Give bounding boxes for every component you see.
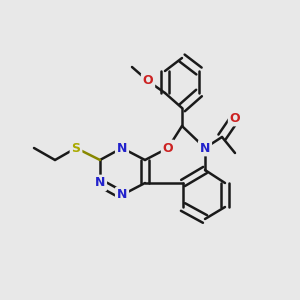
Text: N: N [117, 188, 127, 202]
Text: S: S [71, 142, 80, 154]
Text: N: N [200, 142, 210, 154]
Text: N: N [95, 176, 105, 190]
Text: O: O [120, 58, 128, 68]
Text: O: O [163, 142, 173, 154]
Text: N: N [117, 142, 127, 154]
Text: O: O [143, 74, 153, 88]
Text: O: O [230, 112, 240, 124]
